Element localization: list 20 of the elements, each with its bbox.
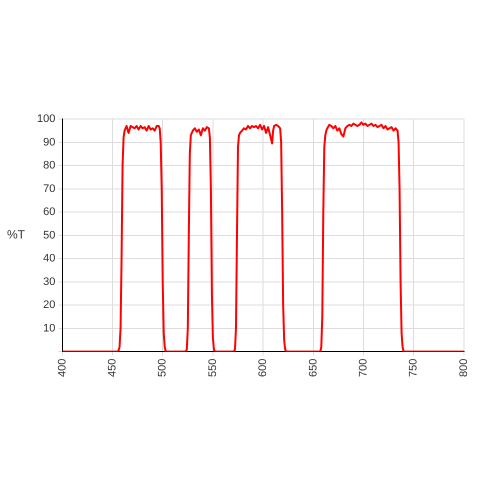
x-tick-label: 650 (307, 358, 320, 378)
x-tick-label: 550 (206, 358, 219, 378)
x-tick-label: 600 (257, 358, 270, 378)
y-tick-label: 60 (43, 206, 56, 218)
y-tick-label: 40 (43, 252, 56, 265)
y-tick-label: 100 (36, 113, 56, 126)
y-tick-label: 20 (43, 299, 56, 312)
x-tick-label: 700 (357, 358, 370, 378)
y-tick-label: 50 (43, 229, 56, 242)
x-tick-label: 500 (156, 358, 169, 378)
x-tick-label: 450 (106, 358, 119, 378)
x-tick-label: 800 (458, 358, 470, 378)
y-tick-label: 80 (43, 160, 56, 172)
y-tick-label: 30 (43, 276, 56, 288)
y-tick-label: 90 (43, 136, 56, 148)
y-tick-label: 70 (43, 182, 56, 195)
y-axis-title: %T (7, 228, 26, 242)
x-tick-label: 400 (56, 358, 68, 378)
y-tick-label: 10 (43, 322, 56, 334)
x-tick-label: 750 (408, 358, 420, 378)
